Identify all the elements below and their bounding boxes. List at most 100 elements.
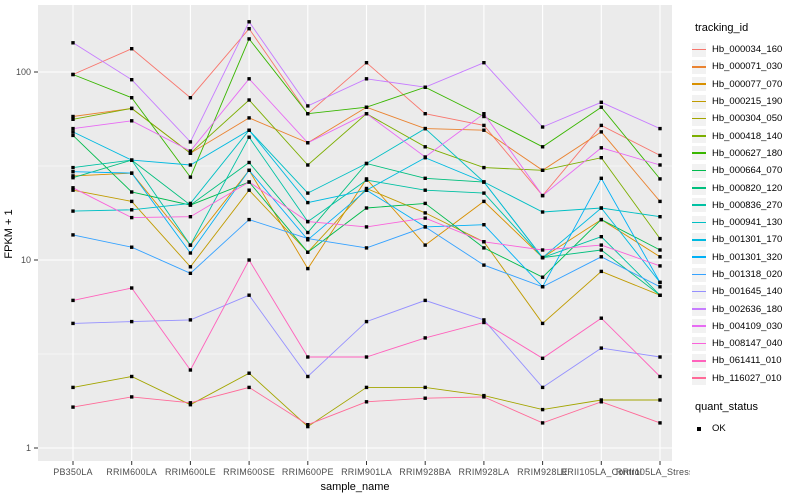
- data-point: [364, 77, 369, 81]
- data-point: [306, 236, 310, 241]
- data-point: [658, 280, 662, 285]
- legend-key-swatch: [692, 42, 706, 57]
- legend-key-line: [692, 135, 706, 137]
- data-point: [540, 193, 545, 198]
- data-point: [423, 145, 427, 149]
- data-point: [599, 176, 603, 180]
- data-point: [188, 401, 193, 405]
- data-point: [71, 188, 75, 192]
- data-point: [71, 186, 75, 190]
- data-point: [130, 78, 134, 82]
- legend-key-line: [692, 238, 706, 241]
- data-point: [71, 176, 75, 180]
- data-point: [188, 243, 193, 247]
- data-point: [247, 217, 251, 222]
- legend-key-line: [692, 204, 706, 206]
- data-point: [423, 298, 427, 303]
- data-point: [247, 293, 251, 297]
- data-point: [482, 318, 486, 322]
- quant-key-swatch: [692, 421, 706, 436]
- data-point: [482, 240, 486, 244]
- data-point: [188, 318, 193, 322]
- legend-item-label: Hb_000836_270: [712, 199, 783, 211]
- legend-item-label: Hb_000215_190: [712, 96, 783, 108]
- data-point: [658, 153, 662, 158]
- legend-key-line: [692, 325, 706, 327]
- data-point: [599, 100, 603, 104]
- data-point: [247, 98, 251, 102]
- data-point: [71, 130, 75, 134]
- data-point: [599, 206, 603, 210]
- data-point: [188, 368, 193, 372]
- data-point: [130, 106, 134, 111]
- legend-key-swatch: [692, 267, 706, 282]
- grid-lines: [38, 5, 672, 461]
- legend: tracking_id Hb_000034_160 Hb_000071_030 Hb…: [692, 22, 798, 437]
- legend-key-swatch: [692, 215, 706, 230]
- legend-key-line: [692, 117, 706, 120]
- data-point: [540, 168, 545, 172]
- legend-key-line: [692, 100, 706, 103]
- data-point: [482, 223, 486, 227]
- x-axis-title: sample_name: [320, 481, 389, 493]
- data-point: [247, 188, 251, 192]
- legend-item: Hb_000836_270: [692, 197, 798, 214]
- data-point: [658, 255, 662, 259]
- data-point: [71, 133, 75, 138]
- legend-key-swatch: [692, 284, 706, 299]
- y-tick-label: 100: [16, 67, 31, 77]
- data-point: [306, 250, 310, 254]
- data-point: [247, 385, 251, 390]
- quant-status-item: OK: [692, 420, 798, 437]
- legend-key-swatch: [692, 129, 706, 144]
- data-point: [423, 396, 427, 400]
- data-point: [71, 126, 75, 131]
- data-point: [247, 371, 251, 375]
- legend-key-line: [692, 342, 706, 345]
- data-point: [306, 104, 310, 108]
- legend-key-line: [692, 187, 706, 189]
- legend-key-swatch: [692, 59, 706, 74]
- data-point: [130, 215, 134, 220]
- data-point: [247, 116, 251, 120]
- legend-item-label: Hb_000034_160: [712, 44, 783, 56]
- data-point: [364, 161, 369, 166]
- data-point: [599, 255, 603, 259]
- data-point: [247, 135, 251, 139]
- data-point: [482, 320, 486, 325]
- data-point: [658, 248, 662, 252]
- data-point: [658, 126, 662, 131]
- data-point: [364, 188, 369, 192]
- data-point: [247, 20, 251, 24]
- data-point: [71, 41, 75, 45]
- data-point: [423, 225, 427, 229]
- data-point: [71, 114, 75, 119]
- legend-title-quant-status: quant_status: [695, 400, 758, 413]
- x-tick-label: RRIM901LA: [341, 467, 392, 477]
- data-point: [188, 251, 193, 255]
- data-point: [423, 188, 427, 192]
- data-point: [599, 146, 603, 150]
- legend-item: Hb_116027_010: [692, 370, 798, 387]
- data-point: [188, 271, 193, 275]
- data-point: [71, 385, 75, 390]
- legend-item: Hb_000418_140: [692, 127, 798, 144]
- legend-item-label: Hb_004109_030: [712, 320, 783, 332]
- legend-item: Hb_001301_320: [692, 249, 798, 266]
- data-point: [188, 175, 193, 179]
- data-point: [599, 217, 603, 222]
- y-tick-label: 1: [26, 443, 31, 453]
- legend-key-swatch: [692, 319, 706, 334]
- legend-key-swatch: [692, 111, 706, 126]
- data-point: [599, 316, 603, 320]
- data-point: [658, 421, 662, 425]
- data-point: [599, 400, 603, 404]
- data-point: [188, 151, 193, 155]
- data-point: [364, 178, 369, 182]
- legend-item-label: Hb_000941_130: [712, 217, 783, 229]
- data-point: [364, 225, 369, 229]
- legend-item: Hb_000941_130: [692, 214, 798, 231]
- data-point: [423, 85, 427, 89]
- data-point: [71, 298, 75, 303]
- legend-item: Hb_000664_070: [692, 162, 798, 179]
